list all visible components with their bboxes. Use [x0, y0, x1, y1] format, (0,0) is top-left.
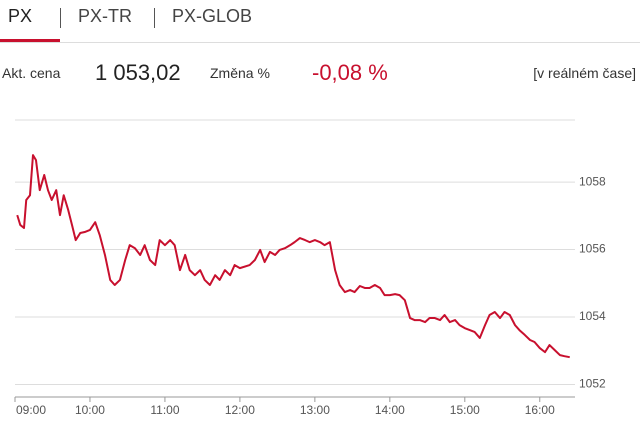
change-label: Změna %: [210, 65, 270, 81]
y-tick-label: 1058: [579, 174, 606, 188]
price-label: Akt. cena: [2, 65, 61, 81]
x-tick-label: 10:00: [75, 403, 105, 417]
x-tick-label: 16:00: [525, 403, 555, 417]
y-tick-label: 1052: [579, 377, 606, 391]
x-tick-label: 12:00: [225, 403, 255, 417]
tab-separator: [60, 8, 61, 28]
x-tick-label: 13:00: [300, 403, 330, 417]
price: 1 053,02: [95, 60, 181, 85]
tab[interactable]: PX: [8, 6, 33, 26]
x-tick-label: 14:00: [375, 403, 405, 417]
tab[interactable]: PX-GLOB: [172, 6, 253, 26]
price-line: [16, 154, 570, 359]
realtime-note: [v reálném čase]: [533, 65, 636, 81]
change: -0,08 %: [312, 60, 388, 85]
active-tab-indicator: [0, 39, 60, 42]
tab[interactable]: PX-TR: [78, 6, 132, 26]
tab-separator: [154, 8, 155, 28]
y-tick-label: 1056: [579, 242, 606, 256]
x-tick-label: 11:00: [150, 403, 179, 417]
x-tick-label: 15:00: [450, 403, 480, 417]
y-tick-label: 1054: [579, 309, 606, 323]
x-tick-label: 09:00: [16, 403, 46, 417]
tab-bar: PX PX-TR PX-GLOB: [0, 0, 640, 43]
